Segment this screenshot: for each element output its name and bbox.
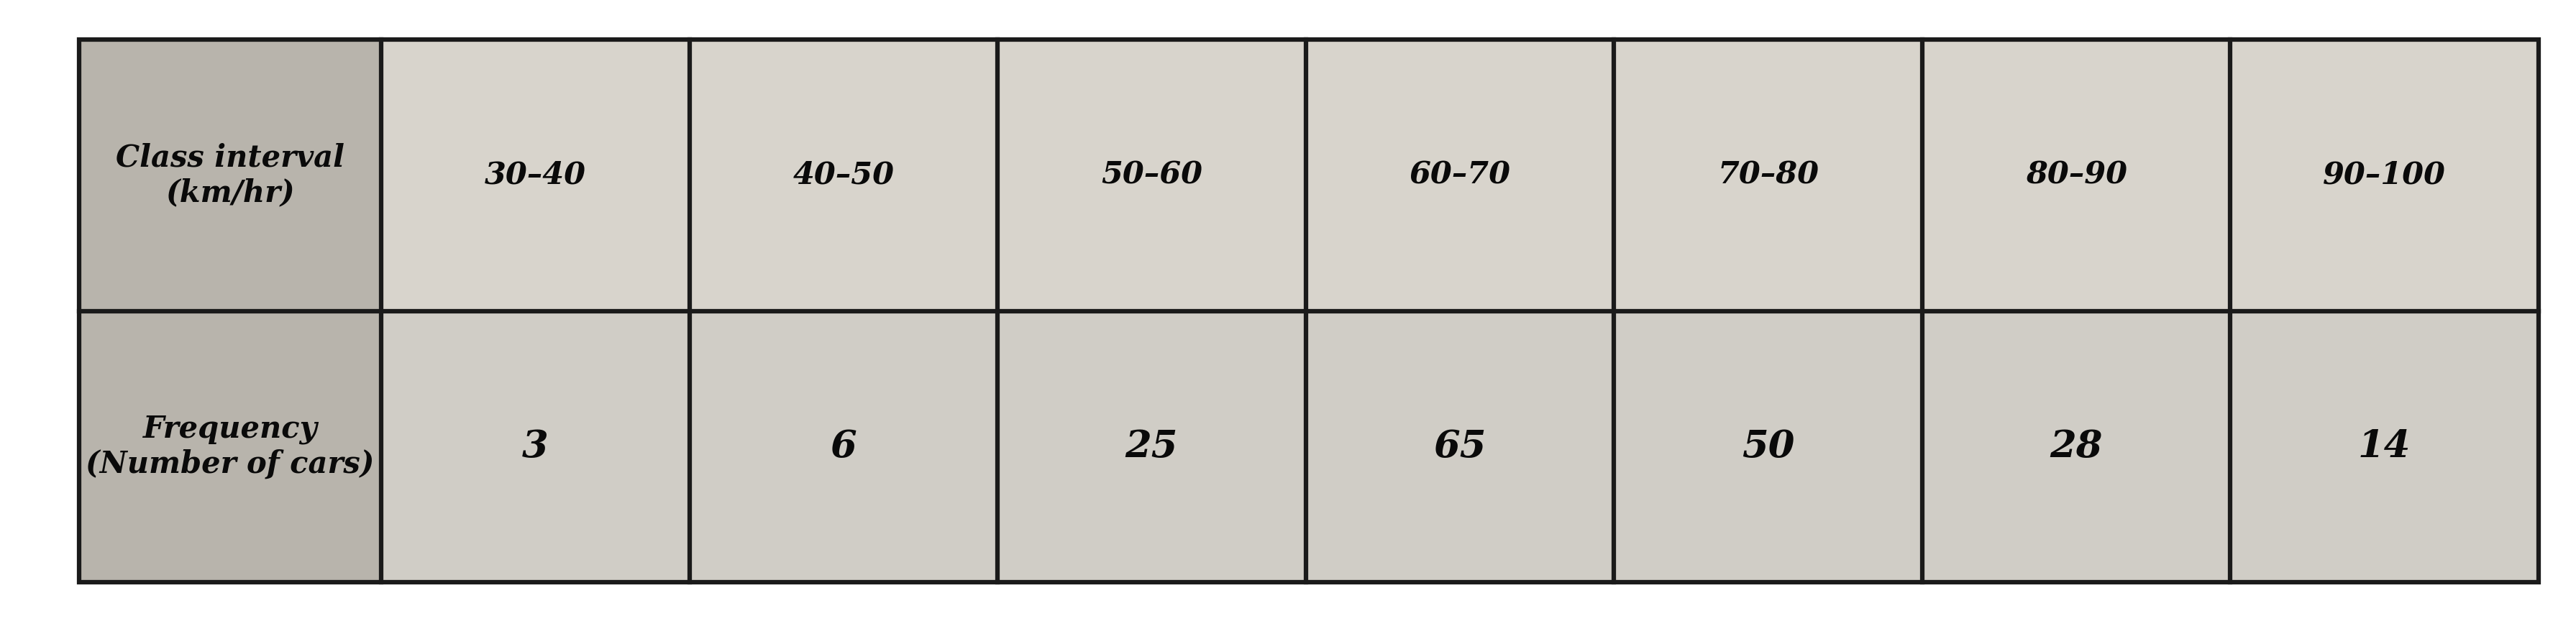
Text: 50–60: 50–60 (1100, 160, 1203, 190)
Bar (381, 311, 690, 582)
Bar (2231, 311, 2537, 582)
Bar (80, 311, 381, 582)
Text: 65: 65 (1432, 428, 1486, 465)
Text: 28: 28 (2050, 428, 2102, 465)
Text: 40–50: 40–50 (793, 160, 894, 190)
Bar (690, 40, 997, 311)
Text: 70–80: 70–80 (1718, 160, 1819, 190)
Text: 80–90: 80–90 (2025, 160, 2128, 190)
Text: Frequency
(Number of cars): Frequency (Number of cars) (85, 414, 374, 479)
Bar (997, 40, 1306, 311)
Text: 50: 50 (1741, 428, 1795, 465)
Bar (1615, 311, 1922, 582)
Text: 14: 14 (2357, 428, 2411, 465)
Text: 90–100: 90–100 (2324, 160, 2447, 190)
Bar (690, 311, 997, 582)
Bar (1306, 40, 1615, 311)
Text: 3: 3 (523, 428, 549, 465)
Bar (80, 40, 2537, 582)
Bar (80, 40, 381, 311)
Bar (1922, 311, 2231, 582)
Bar (381, 40, 690, 311)
Bar (1922, 40, 2231, 311)
Text: 60–70: 60–70 (1409, 160, 1510, 190)
Text: 6: 6 (829, 428, 858, 465)
Text: 25: 25 (1126, 428, 1177, 465)
Bar (1306, 311, 1615, 582)
Text: 30–40: 30–40 (484, 160, 585, 190)
Bar (997, 311, 1306, 582)
Text: Class interval
(km/hr): Class interval (km/hr) (116, 143, 345, 208)
Bar (2231, 40, 2537, 311)
Bar (1615, 40, 1922, 311)
